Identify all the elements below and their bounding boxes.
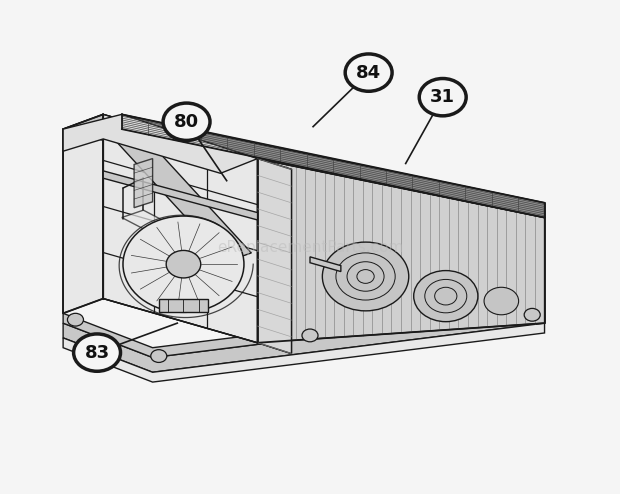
Circle shape <box>166 250 201 278</box>
Polygon shape <box>63 298 544 358</box>
Polygon shape <box>257 159 291 354</box>
Polygon shape <box>63 115 257 173</box>
Text: eReplacementParts.com: eReplacementParts.com <box>217 240 403 254</box>
Circle shape <box>414 271 478 322</box>
Circle shape <box>345 54 392 91</box>
Polygon shape <box>109 125 251 262</box>
Polygon shape <box>257 159 291 354</box>
Circle shape <box>419 79 466 116</box>
Circle shape <box>163 103 210 140</box>
Circle shape <box>524 308 540 321</box>
Polygon shape <box>122 115 544 217</box>
Circle shape <box>68 313 84 326</box>
Circle shape <box>123 216 244 312</box>
Polygon shape <box>159 298 208 312</box>
Polygon shape <box>134 159 153 207</box>
Circle shape <box>322 242 409 311</box>
Polygon shape <box>63 323 544 382</box>
Text: 80: 80 <box>174 113 199 131</box>
Polygon shape <box>63 308 544 372</box>
Text: 31: 31 <box>430 88 455 106</box>
Circle shape <box>74 334 120 371</box>
Circle shape <box>484 288 518 315</box>
Polygon shape <box>63 115 104 313</box>
Text: 83: 83 <box>84 344 110 362</box>
Polygon shape <box>310 257 341 272</box>
Polygon shape <box>63 115 257 173</box>
Polygon shape <box>122 210 242 269</box>
Text: 84: 84 <box>356 64 381 82</box>
Circle shape <box>302 329 318 342</box>
Polygon shape <box>257 159 544 343</box>
Circle shape <box>151 350 167 363</box>
Polygon shape <box>104 171 257 220</box>
Polygon shape <box>104 115 257 343</box>
